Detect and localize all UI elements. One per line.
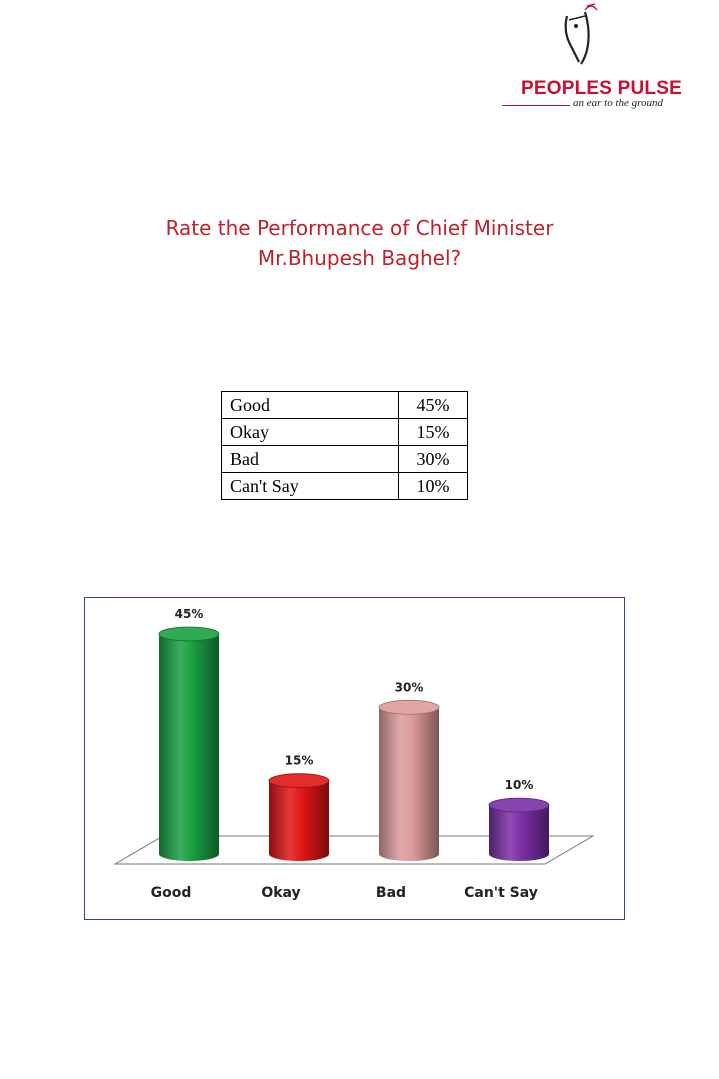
row-label: Can't Say xyxy=(221,472,399,500)
table-row: Okay 15% xyxy=(221,418,468,446)
bar-bad xyxy=(379,707,439,861)
page-title: Rate the Performance of Chief Minister M… xyxy=(0,213,719,273)
row-value: 15% xyxy=(398,418,468,446)
listening-ear-mark-icon xyxy=(564,3,598,65)
row-value: 45% xyxy=(398,391,468,419)
data-label: 10% xyxy=(505,778,534,792)
row-value: 30% xyxy=(398,445,468,473)
bar-top xyxy=(488,797,550,813)
page-title-line-2: Mr.Bhupesh Baghel? xyxy=(257,246,462,270)
tagline-rule xyxy=(502,105,570,106)
row-value: 10% xyxy=(398,472,468,500)
row-label: Okay xyxy=(221,418,399,446)
table-row: Can't Say 10% xyxy=(221,472,468,500)
category-label: Bad xyxy=(376,885,406,901)
bar-good xyxy=(159,634,219,861)
bar-chart-frame: 45% Good 15% Okay 30% Bad 10% Can't Say xyxy=(84,597,625,920)
bar-top xyxy=(378,699,440,715)
data-label: 15% xyxy=(285,754,314,768)
page-title-line-1: Rate the Performance of Chief Minister xyxy=(165,216,554,240)
category-label: Can't Say xyxy=(464,885,538,901)
category-label: Okay xyxy=(261,885,300,901)
bar-okay xyxy=(269,780,329,861)
table-row: Bad 30% xyxy=(221,445,468,473)
category-label: Good xyxy=(151,885,192,901)
brand-name: PEOPLES PULSE xyxy=(521,78,682,99)
table-row: Good 45% xyxy=(221,391,468,419)
brand-tagline: an ear to the ground xyxy=(573,97,664,109)
row-label: Good xyxy=(221,391,399,419)
bar-top xyxy=(158,626,220,642)
bar-chart: 45% Good 15% Okay 30% Bad 10% Can't Say xyxy=(113,607,595,901)
chart-floor xyxy=(113,835,595,865)
brand-logo: PEOPLES PULSE an ear to the ground xyxy=(495,0,685,120)
row-label: Bad xyxy=(221,445,399,473)
results-table: Good 45% Okay 15% Bad 30% Can't Say 10% xyxy=(221,391,468,500)
data-label: 30% xyxy=(395,680,424,694)
data-label: 45% xyxy=(175,607,204,621)
bar-top xyxy=(268,773,330,789)
bar-can-t-say xyxy=(489,805,549,861)
